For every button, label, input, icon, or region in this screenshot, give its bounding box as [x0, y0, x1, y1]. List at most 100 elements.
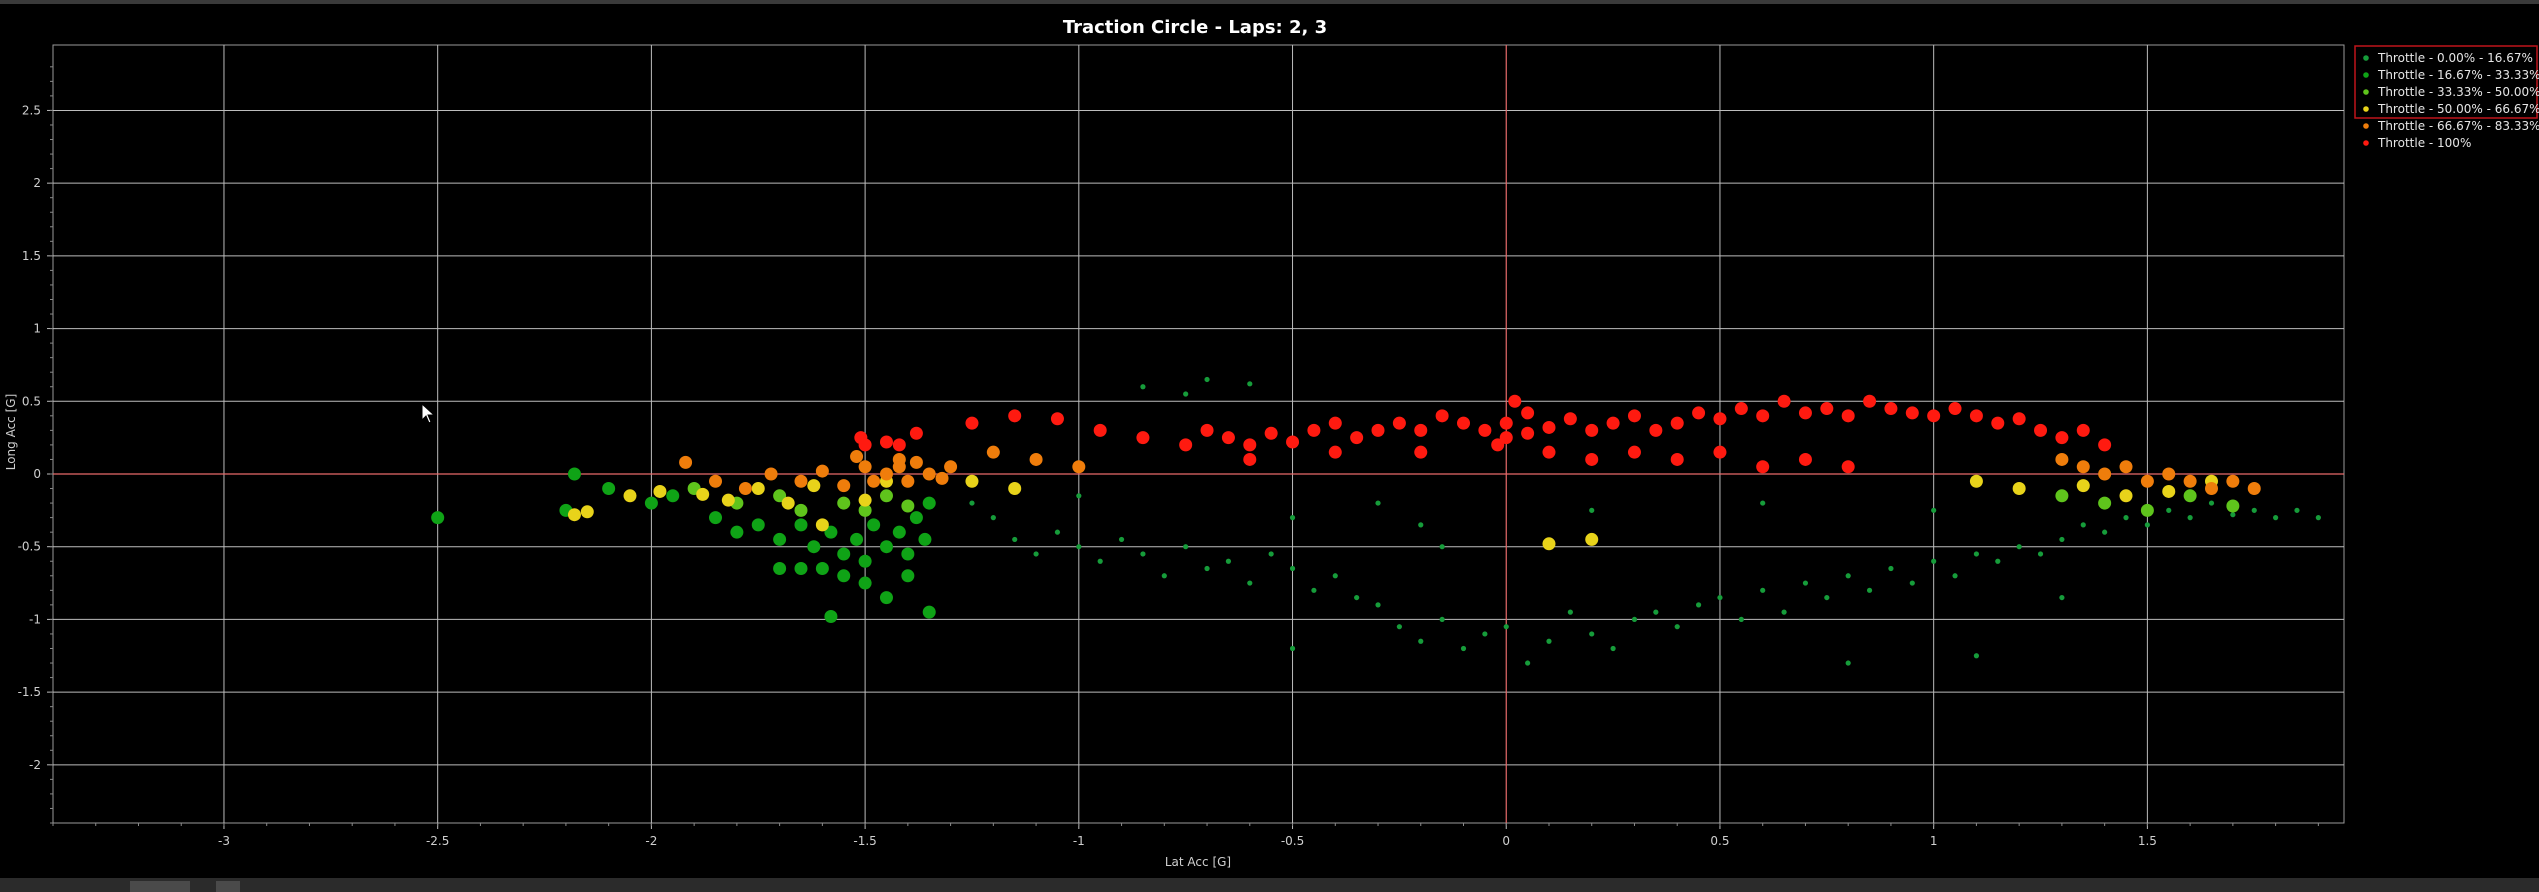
x-tick-label: 0	[1502, 834, 1510, 848]
point-series-1	[751, 518, 765, 532]
legend-entry[interactable]: Throttle - 66.67% - 83.33%	[2377, 119, 2539, 133]
point-series-5	[1627, 445, 1641, 459]
point-series-4	[2119, 460, 2133, 474]
point-series-0	[1204, 376, 1210, 383]
point-series-4	[892, 452, 906, 466]
legend-marker	[2363, 123, 2369, 129]
point-series-4	[2183, 474, 2197, 488]
legend-entry[interactable]: Throttle - 100%	[2377, 136, 2471, 150]
point-series-0	[2037, 551, 2044, 557]
point-series-5	[1243, 438, 1257, 452]
point-series-5	[1491, 438, 1505, 452]
point-series-0	[1076, 544, 1082, 550]
point-series-4	[2247, 482, 2261, 496]
point-series-5	[1542, 445, 1556, 459]
point-series-2	[2183, 489, 2197, 503]
legend-entry[interactable]: Throttle - 0.00% - 16.67%	[2377, 51, 2533, 65]
point-series-0	[2315, 515, 2321, 521]
point-series-3	[623, 489, 637, 503]
status-bar	[0, 878, 2539, 892]
point-series-0	[2123, 515, 2129, 521]
point-series-0	[1225, 558, 1232, 564]
point-series-0	[1097, 558, 1103, 564]
point-series-1	[922, 605, 936, 619]
point-series-3	[1008, 482, 1022, 496]
data-points	[431, 376, 2321, 666]
point-series-5	[1884, 402, 1898, 416]
point-series-5	[1050, 412, 1064, 426]
point-series-0	[1418, 522, 1424, 528]
point-series-5	[1478, 423, 1492, 437]
point-series-1	[837, 547, 851, 561]
point-series-4	[901, 474, 915, 488]
point-series-0	[1503, 624, 1509, 630]
point-series-5	[1627, 409, 1641, 423]
y-tick-label: 1	[33, 322, 41, 336]
point-series-4	[2140, 474, 2154, 488]
status-tab-small[interactable]	[216, 881, 240, 892]
point-series-5	[1841, 460, 1855, 474]
point-series-5	[1713, 445, 1727, 459]
x-tick-label: -1.5	[853, 834, 876, 848]
y-tick-label: 2.5	[22, 103, 41, 117]
point-series-0	[1183, 544, 1189, 550]
point-series-2	[2098, 496, 2112, 510]
point-series-2	[901, 499, 915, 513]
point-series-0	[2059, 594, 2065, 601]
point-series-0	[1845, 573, 1851, 579]
point-series-1	[794, 518, 808, 532]
point-series-5	[1905, 406, 1919, 420]
status-tab[interactable]	[130, 881, 190, 892]
point-series-5	[909, 426, 923, 440]
y-tick-label: -2	[29, 758, 41, 772]
legend[interactable]: Throttle - 0.00% - 16.67% Throttle - 16.6…	[2354, 45, 2539, 150]
point-series-0	[1802, 580, 1809, 586]
point-series-4	[867, 474, 881, 488]
point-series-1	[602, 482, 616, 496]
point-series-5	[1521, 406, 1535, 420]
legend-entry[interactable]: Throttle - 33.33% - 50.00%	[2377, 85, 2539, 99]
point-series-1	[909, 511, 923, 525]
legend-entry[interactable]: Throttle - 50.00% - 66.67%	[2377, 102, 2539, 116]
point-series-0	[1589, 631, 1595, 637]
legend-marker	[2363, 89, 2369, 95]
point-series-2	[2055, 489, 2069, 503]
point-series-0	[1695, 602, 1702, 608]
point-series-5	[1670, 416, 1684, 430]
x-tick-label: -2	[645, 834, 657, 848]
point-series-5	[1841, 409, 1855, 423]
point-series-5	[1221, 431, 1235, 445]
point-series-0	[1289, 565, 1296, 572]
point-series-1	[837, 569, 851, 583]
point-series-5	[1820, 402, 1834, 416]
point-series-0	[1289, 645, 1296, 652]
point-series-5	[1585, 423, 1599, 437]
legend-entry[interactable]: Throttle - 16.67% - 33.33%	[2377, 68, 2539, 82]
point-series-0	[2251, 507, 2257, 513]
point-series-1	[879, 540, 893, 554]
point-series-5	[1713, 412, 1727, 426]
point-series-5	[1200, 423, 1214, 437]
point-series-1	[901, 569, 915, 583]
point-series-3	[2012, 482, 2026, 496]
point-series-5	[1798, 452, 1812, 466]
point-series-0	[1674, 624, 1680, 630]
point-series-0	[1973, 551, 1980, 557]
point-series-3	[815, 518, 829, 532]
point-series-4	[2204, 482, 2218, 496]
point-series-0	[1354, 594, 1360, 601]
point-series-0	[2102, 529, 2108, 535]
point-series-0	[1140, 384, 1146, 390]
point-series-0	[969, 500, 975, 506]
point-series-5	[1136, 431, 1150, 445]
point-series-0	[1738, 616, 1744, 623]
point-series-5	[2076, 423, 2090, 437]
point-series-3	[2162, 484, 2176, 498]
point-series-0	[1866, 587, 1873, 593]
point-series-1	[666, 489, 680, 503]
point-series-5	[1542, 420, 1556, 434]
point-series-1	[918, 532, 932, 546]
point-series-0	[1118, 536, 1125, 543]
legend-marker	[2363, 55, 2369, 61]
